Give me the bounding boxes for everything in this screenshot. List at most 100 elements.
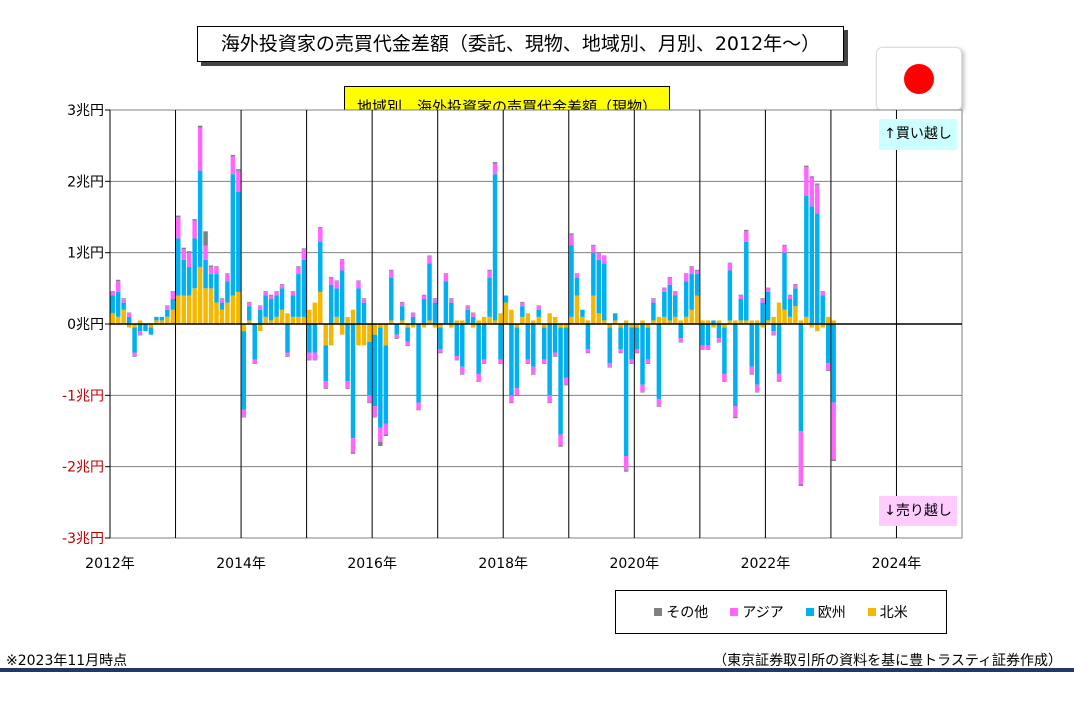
bar-segment [416,402,421,410]
bar-segment [662,287,667,289]
bar-segment [247,301,252,303]
bar-segment [820,291,825,296]
x-tick-label: 2018年 [478,556,528,572]
bar-segment [503,302,509,324]
bar-segment [656,406,662,407]
bar-segment [318,241,323,292]
bar-segment [520,302,525,307]
bar-segment [148,324,154,328]
bar-segment [279,284,285,285]
bar-segment [541,363,547,364]
bar-segment [121,302,126,310]
bar-segment [323,324,328,346]
bar-segment [257,306,263,310]
bar-segment [438,327,443,349]
bar-segment [460,320,465,324]
bar-segment [307,324,312,353]
bar-segment [383,423,389,435]
source-note: （東京証券取引所の資料を基に豊トラスティ証券作成） [713,653,1062,669]
bar-segment [154,316,159,321]
bar-segment [623,320,629,324]
bar-segment [115,279,121,282]
bar-segment [563,327,569,378]
bar-segment [798,320,804,324]
bar-segment [498,359,503,364]
bar-segment [197,125,203,128]
bar-segment [678,320,683,324]
bar-segment [683,281,689,317]
bar-segment [318,227,323,242]
bar-segment [274,316,279,324]
bar-segment [667,276,673,278]
bar-segment [203,231,208,246]
bar-segment [651,320,656,324]
bar-segment [574,295,580,324]
bar-segment [760,299,765,303]
bar-segment [754,320,760,324]
bar-segment [121,309,126,324]
bar-segment [470,312,476,314]
bar-segment [312,359,318,361]
bar-segment [787,299,793,317]
bar-segment [454,320,460,324]
bar-segment [241,409,247,417]
bar-segment [509,309,514,324]
bar-segment [274,291,279,296]
bar-segment [481,359,487,364]
bar-segment [563,324,569,328]
bar-segment [825,363,831,371]
bar-segment [629,327,634,360]
bar-segment [640,384,645,392]
bar-segment [552,324,558,353]
bar-segment [552,352,558,357]
bar-segment [323,345,328,382]
bar-segment [268,320,274,324]
bar-segment [268,294,274,296]
bar-segment [399,320,405,324]
bar-segment [334,316,339,324]
bar-segment [662,291,667,317]
bar-segment [804,316,809,324]
bar-segment [498,363,503,364]
bar-segment [683,273,689,275]
bar-segment [192,220,197,239]
bar-segment [165,306,170,310]
bar-segment [503,295,509,303]
bar-segment [334,280,339,282]
bar-segment [203,245,208,260]
bar-segment [705,345,711,349]
buy-label: ↑買い越し [879,119,957,150]
bar-segment [449,298,454,300]
bar-segment [547,313,552,324]
bar-segment [525,359,531,364]
bar-segment [765,320,771,324]
bar-segment [656,324,662,399]
bar-segment [170,291,176,300]
bar-segment [328,324,334,346]
bar-segment [476,324,481,374]
bar-segment [716,338,722,342]
bar-segment [345,324,350,382]
bar-segment [569,233,574,235]
bar-segment [798,324,804,431]
bar-segment [689,266,694,267]
bar-segment [520,306,525,317]
bar-segment [640,320,645,324]
bar-segment [825,324,831,364]
bar-segment [257,309,263,324]
bar-segment [651,299,656,303]
bar-segment [541,359,547,364]
bar-segment [820,291,825,292]
bar-segment [492,162,498,164]
bar-segment [241,331,247,410]
x-tick-label: 2024年 [872,556,922,572]
bar-segment [815,184,820,214]
bar-segment [815,213,820,324]
bar-segment [410,324,416,328]
bar-segment [514,324,520,328]
bar-segment [782,245,787,253]
bar-segment [673,316,678,324]
bar-segment [443,274,449,282]
legend-item-north-america: 北米 [867,602,908,622]
bar-segment [257,324,263,332]
